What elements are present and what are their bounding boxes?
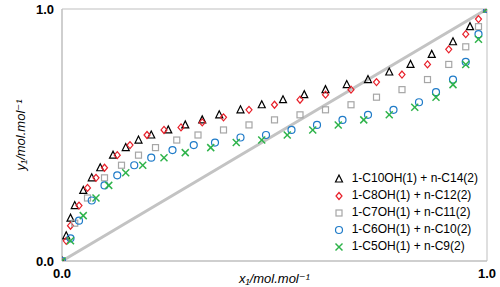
html-text:1-C7OH(1) + n-C11(2): 1-C7OH(1) + n-C11(2) (351, 205, 471, 219)
html-text:1-C8OH(1) + n-C12(2): 1-C8OH(1) + n-C12(2) (351, 188, 472, 202)
svg-text:0.0: 0.0 (36, 254, 54, 269)
svg-text:0.0: 0.0 (53, 266, 71, 281)
html-text:1-C10OH(1) + n-C14(2): 1-C10OH(1) + n-C14(2) (351, 171, 478, 185)
svg-text:y₁/mol.mol⁻¹: y₁/mol.mol⁻¹ (13, 99, 28, 172)
svg-text:1.0: 1.0 (478, 266, 492, 281)
svg-text:x₁/mol.mol⁻¹: x₁/mol.mol⁻¹ (238, 271, 311, 286)
svg-text:1.0: 1.0 (36, 2, 54, 17)
html-text:1-C6OH(1) + n-C10(2): 1-C6OH(1) + n-C10(2) (351, 222, 472, 236)
html-text:1-C5OH(1) + n-C9(2): 1-C5OH(1) + n-C9(2) (351, 239, 465, 253)
